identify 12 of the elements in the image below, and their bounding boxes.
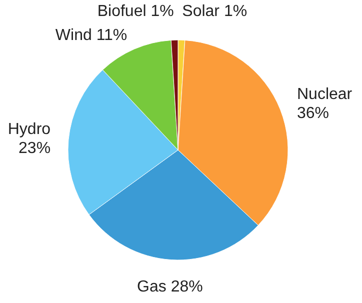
slice-label: Hydro	[8, 120, 51, 138]
slice-label: Gas	[137, 278, 166, 296]
data-label: 1%	[150, 3, 174, 20]
data-label: 1%	[224, 3, 248, 20]
slice-label: Wind	[55, 27, 92, 44]
data-label: 36%	[297, 105, 330, 122]
slice-label: Solar	[182, 3, 220, 20]
slice-label: Nuclear	[297, 86, 353, 103]
data-label: 28%	[170, 278, 203, 296]
data-label: 11%	[96, 27, 128, 44]
slice-label: Biofuel	[97, 3, 146, 20]
data-label: 23%	[18, 140, 51, 158]
